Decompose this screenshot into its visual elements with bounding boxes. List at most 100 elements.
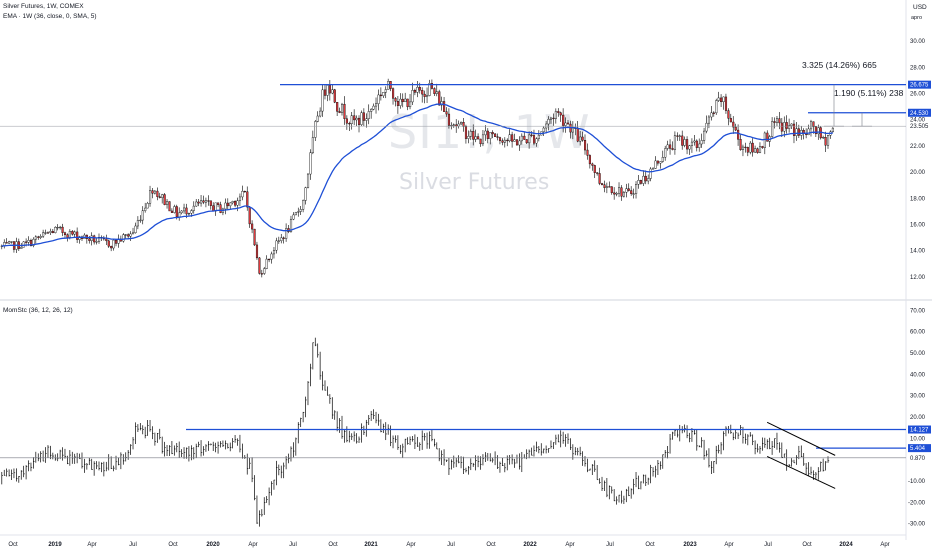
osc-bar[interactable] [553,442,555,450]
candle[interactable] [304,186,307,205]
candle[interactable] [559,111,562,122]
osc-bar[interactable] [601,476,604,492]
osc-bar[interactable] [67,455,69,465]
osc-bar[interactable] [659,461,662,470]
candle[interactable] [501,138,504,146]
osc-bar[interactable] [74,453,76,464]
candle[interactable] [489,132,492,145]
candle[interactable] [797,124,800,138]
oscillator-pane[interactable] [0,337,906,527]
osc-bar[interactable] [487,452,489,461]
osc-bar[interactable] [672,431,674,440]
osc-bar[interactable] [96,461,98,470]
candle[interactable] [275,237,278,254]
osc-bar[interactable] [657,460,660,475]
osc-bar[interactable] [482,454,485,466]
osc-bar[interactable] [346,426,349,443]
candle[interactable] [132,227,135,235]
candle[interactable] [751,138,754,157]
candle[interactable] [741,144,745,157]
osc-bar[interactable] [171,441,174,455]
osc-bar[interactable] [421,430,424,450]
osc-bar[interactable] [752,434,754,446]
osc-bar[interactable] [120,452,123,470]
osc-bar[interactable] [234,435,237,443]
candle[interactable] [576,120,579,143]
osc-bar[interactable] [509,455,511,465]
candle[interactable] [42,229,45,239]
candle[interactable] [229,202,232,210]
candle[interactable] [428,79,431,97]
candle[interactable] [625,183,628,198]
candle[interactable] [234,200,237,208]
osc-bar[interactable] [40,451,42,463]
candle[interactable] [586,143,589,160]
candle[interactable] [161,193,164,204]
osc-bar[interactable] [319,351,322,380]
candle[interactable] [537,130,540,142]
osc-bar[interactable] [693,429,696,435]
osc-bar[interactable] [827,456,830,463]
osc-bar[interactable] [723,431,725,451]
osc-bar[interactable] [516,454,519,464]
candle[interactable] [700,133,703,148]
osc-bar[interactable] [759,446,762,454]
osc-bar[interactable] [125,452,127,462]
candle[interactable] [268,258,271,263]
osc-bar[interactable] [101,462,103,473]
osc-bar[interactable] [477,455,480,468]
osc-bar[interactable] [122,454,125,465]
osc-bar[interactable] [222,440,225,448]
candle[interactable] [27,236,30,246]
osc-bar[interactable] [625,488,628,503]
candle[interactable] [372,103,375,111]
candle[interactable] [756,147,759,154]
candle[interactable] [241,185,244,201]
osc-bar[interactable] [271,481,273,496]
candle[interactable] [110,245,113,252]
candle[interactable] [399,93,402,109]
candle[interactable] [280,233,283,244]
candle[interactable] [285,223,288,242]
osc-bar[interactable] [793,459,796,464]
osc-bar[interactable] [448,457,451,476]
candle[interactable] [693,134,696,146]
osc-bar[interactable] [317,343,319,358]
candle[interactable] [605,182,608,194]
candle[interactable] [323,84,327,100]
osc-bar[interactable] [135,422,137,444]
osc-bar[interactable] [766,439,769,450]
osc-bar[interactable] [156,433,159,443]
candle[interactable] [105,234,108,246]
candle[interactable] [827,134,830,149]
osc-bar[interactable] [412,435,414,442]
candle[interactable] [156,187,159,201]
candle[interactable] [477,133,480,140]
osc-bar[interactable] [538,446,541,454]
candle[interactable] [260,269,263,278]
candle[interactable] [413,88,417,96]
osc-bar[interactable] [485,452,487,462]
candle[interactable] [557,108,560,117]
osc-bar[interactable] [225,440,227,450]
candle[interactable] [375,97,378,114]
candle[interactable] [829,130,832,139]
osc-bar[interactable] [419,442,421,451]
osc-bar[interactable] [715,445,718,465]
candle[interactable] [389,81,392,92]
osc-bar[interactable] [42,450,45,462]
candle[interactable] [484,125,487,141]
candle[interactable] [630,186,633,196]
osc-bar[interactable] [378,413,380,426]
osc-bar[interactable] [139,423,142,431]
osc-bar[interactable] [358,436,361,444]
osc-bar[interactable] [368,415,370,425]
candle[interactable] [226,198,229,209]
osc-bar[interactable] [200,440,203,457]
osc-bar[interactable] [217,441,220,454]
candle[interactable] [202,195,205,205]
osc-bar[interactable] [664,450,667,458]
osc-bar[interactable] [113,465,115,472]
osc-bar[interactable] [591,464,594,476]
candle[interactable] [739,134,742,151]
